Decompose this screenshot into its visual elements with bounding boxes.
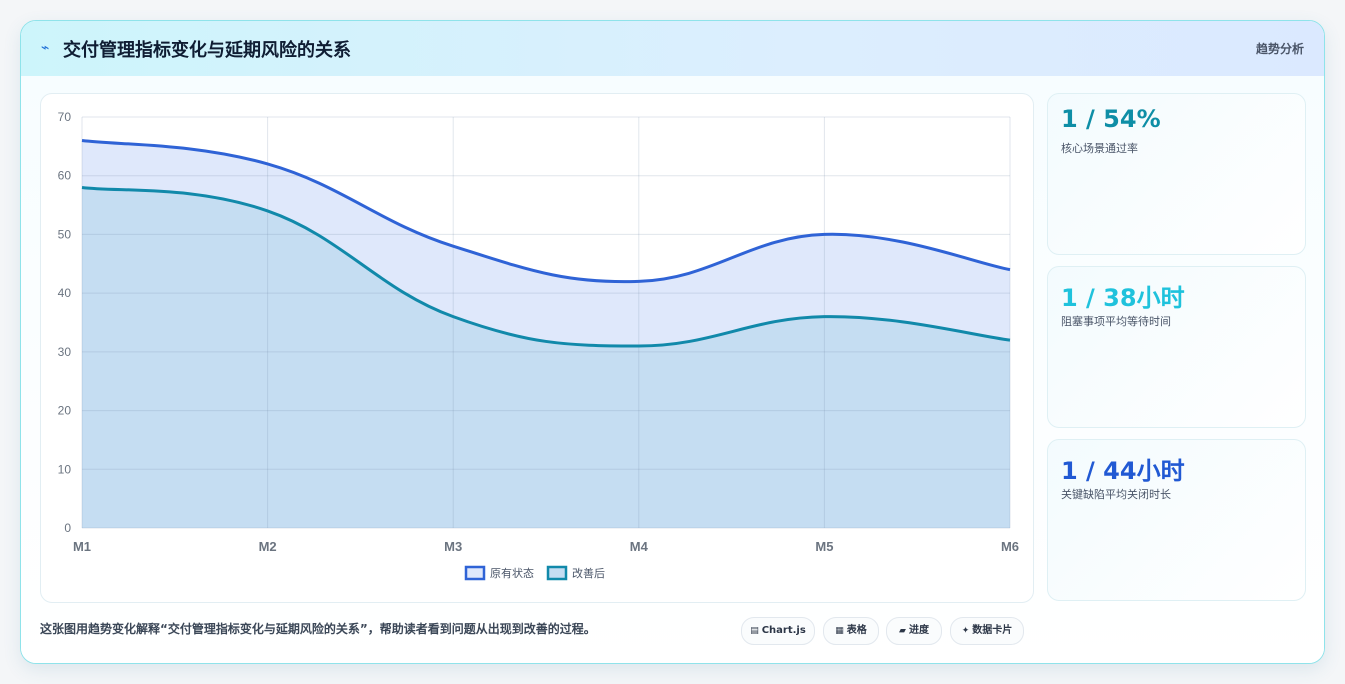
chart-caption: 这张图用趋势变化解释“交付管理指标变化与延期风险的关系”，帮助读者看到问题从出现… <box>40 622 596 636</box>
chip-table[interactable]: ▦ 表格 <box>823 617 879 645</box>
stat-value: 1 / 54% <box>1061 105 1161 133</box>
series-area-1 <box>82 187 1010 528</box>
chart-icon: ▤ <box>750 626 759 636</box>
y-tick-label: 0 <box>64 521 71 535</box>
stat-card-blocked-wait: 1 / 38小时 阻塞事项平均等待时间 <box>1047 266 1306 428</box>
chip-progress[interactable]: ▰ 进度 <box>886 617 942 645</box>
stat-label: 关键缺陷平均关闭时长 <box>1061 488 1171 501</box>
x-tick-label: M1 <box>73 539 91 554</box>
table-icon: ▦ <box>835 626 844 636</box>
x-tick-label: M5 <box>815 539 833 554</box>
trend-tag: 趋势分析 <box>1255 42 1304 56</box>
x-tick-label: M2 <box>259 539 277 554</box>
stat-card-pass-rate: 1 / 54% 核心场景通过率 <box>1047 93 1306 255</box>
x-tick-label: M3 <box>444 539 462 554</box>
sparkle-icon: ✦ <box>961 626 970 636</box>
y-tick-label: 40 <box>58 286 72 300</box>
y-tick-label: 70 <box>58 110 72 124</box>
chart-card: ⌁ 交付管理指标变化与延期风险的关系 趋势分析 0 10 20 30 40 50 60 70 M… <box>20 20 1325 664</box>
chip-label: 数据卡片 <box>972 625 1013 636</box>
chart-panel: 0 10 20 30 40 50 60 70 M1 M2 M3 M4 M5 M6 原有状态 改善后 <box>40 93 1034 603</box>
legend-label: 原有状态 <box>490 566 534 580</box>
y-tick-label: 30 <box>58 345 72 359</box>
stat-label: 阻塞事项平均等待时间 <box>1061 315 1171 328</box>
y-tick-label: 50 <box>58 227 72 241</box>
line-chart: 0 10 20 30 40 50 60 70 M1 M2 M3 M4 M5 M6 原有状态 改善后 <box>58 110 1019 581</box>
chip-label: Chart.js <box>761 625 806 636</box>
legend-swatch <box>464 565 486 581</box>
stat-label: 核心场景通过率 <box>1061 142 1138 155</box>
card-header: ⌁ 交付管理指标变化与延期风险的关系 趋势分析 <box>21 21 1324 76</box>
legend-label: 改善后 <box>572 566 605 580</box>
series-line-0 <box>81 138 1011 284</box>
stat-value: 1 / 38小时 <box>1061 284 1185 312</box>
chip-chartjs[interactable]: ▤ Chart.js <box>741 617 815 645</box>
chip-label: 进度 <box>908 625 929 636</box>
chip-label: 表格 <box>846 625 867 636</box>
stat-value: 1 / 44小时 <box>1061 457 1185 485</box>
stat-card-defect-close: 1 / 44小时 关键缺陷平均关闭时长 <box>1047 439 1306 601</box>
y-tick-label: 20 <box>58 404 72 418</box>
sparkline-icon: ⌁ <box>41 40 50 56</box>
card-title: 交付管理指标变化与延期风险的关系 <box>63 40 351 61</box>
progress-icon: ▰ <box>899 626 906 636</box>
x-tick-label: M6 <box>1001 539 1019 554</box>
legend-swatch <box>546 565 568 581</box>
x-tick-label: M4 <box>630 539 649 554</box>
y-tick-label: 10 <box>58 462 72 476</box>
series-line-1 <box>81 185 1011 348</box>
chip-data-card[interactable]: ✦ 数据卡片 <box>950 617 1024 645</box>
y-tick-label: 60 <box>58 169 72 183</box>
